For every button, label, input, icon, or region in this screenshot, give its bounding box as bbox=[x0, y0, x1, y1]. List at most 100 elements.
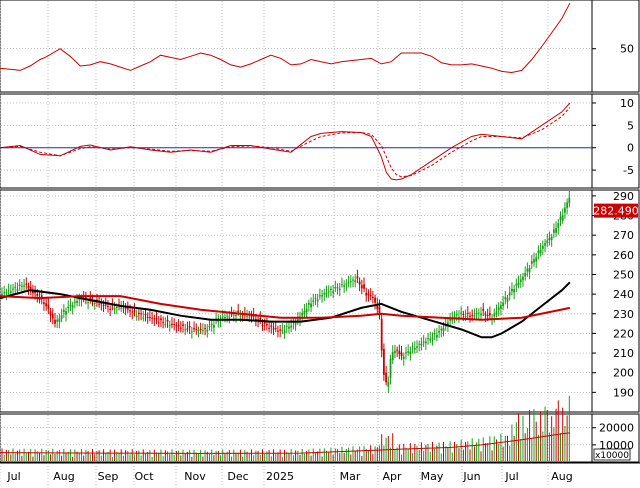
candle-body bbox=[228, 316, 231, 318]
panel-price: 190200210220230240250260270280290282.490 bbox=[0, 189, 640, 413]
candle-body bbox=[424, 341, 427, 344]
candle-body bbox=[285, 325, 288, 327]
candle-body bbox=[67, 306, 70, 309]
x-tick-label: Jun bbox=[462, 470, 480, 483]
candle-body bbox=[206, 329, 209, 332]
y-tick-label: 200 bbox=[613, 367, 634, 380]
candle-body bbox=[338, 288, 341, 291]
y-tick-label: 190 bbox=[613, 386, 634, 399]
candle-body bbox=[168, 325, 171, 327]
candle-body bbox=[360, 285, 363, 289]
candle-body bbox=[115, 306, 118, 308]
y-tick-label: 5 bbox=[627, 119, 634, 132]
candle-body bbox=[261, 325, 264, 327]
moving-average-short bbox=[0, 281, 571, 339]
candle-body bbox=[356, 276, 359, 279]
candle-body bbox=[413, 347, 416, 350]
candle-body bbox=[438, 330, 440, 333]
candle-body bbox=[471, 314, 474, 316]
candle-body bbox=[18, 284, 21, 286]
candle-body bbox=[65, 311, 67, 315]
candle-body bbox=[133, 309, 136, 312]
candle-body bbox=[398, 350, 401, 355]
candle-body bbox=[318, 295, 321, 297]
candle-body bbox=[93, 303, 96, 305]
candle-body bbox=[564, 207, 566, 213]
candle-body bbox=[232, 314, 235, 316]
candle-body bbox=[400, 352, 403, 356]
x-tick-label: May bbox=[421, 470, 444, 483]
panel-momentum: 50 bbox=[0, 0, 640, 93]
candle-body bbox=[369, 294, 372, 297]
candle-body bbox=[84, 297, 87, 299]
x-tick-label: Dec bbox=[227, 470, 248, 483]
candle-body bbox=[548, 237, 551, 241]
candle-body bbox=[294, 322, 297, 325]
candle-body bbox=[226, 315, 229, 317]
candle-body bbox=[546, 240, 549, 244]
volume-average-line bbox=[0, 432, 570, 454]
candle-body bbox=[16, 289, 19, 292]
candle-body bbox=[20, 285, 23, 287]
candle-body bbox=[405, 352, 407, 354]
candle-body bbox=[544, 243, 546, 246]
candle-body bbox=[54, 319, 56, 324]
candle-body bbox=[129, 310, 131, 312]
candle-body bbox=[100, 303, 103, 305]
candle-body bbox=[208, 325, 211, 328]
candle-body bbox=[363, 284, 365, 289]
candle-body bbox=[330, 288, 332, 290]
candle-body bbox=[281, 329, 284, 331]
candle-body bbox=[60, 315, 63, 319]
candle-body bbox=[5, 292, 8, 294]
candle-body bbox=[109, 308, 112, 310]
candle-body bbox=[515, 283, 518, 286]
candle-body bbox=[45, 303, 48, 307]
x-tick-label: Jul bbox=[504, 470, 518, 483]
candle-body bbox=[171, 323, 173, 325]
candle-body bbox=[290, 325, 293, 328]
candle-body bbox=[484, 314, 487, 316]
candle-body bbox=[493, 313, 496, 317]
candle-body bbox=[541, 245, 544, 249]
candle-body bbox=[488, 313, 491, 316]
candle-body bbox=[486, 314, 489, 316]
candle-body bbox=[140, 313, 142, 315]
candle-body bbox=[440, 328, 443, 331]
panel-frame bbox=[0, 189, 640, 413]
candle-body bbox=[151, 317, 154, 319]
candle-body bbox=[559, 216, 562, 220]
candle-body bbox=[447, 322, 449, 326]
candle-body bbox=[9, 291, 12, 293]
candle-body bbox=[58, 318, 61, 322]
candle-body bbox=[56, 319, 59, 322]
candle-body bbox=[135, 315, 138, 317]
candle-body bbox=[469, 315, 471, 317]
candle-body bbox=[80, 299, 83, 301]
candle-body bbox=[270, 325, 273, 327]
candle-body bbox=[102, 304, 105, 306]
candle-body bbox=[69, 304, 72, 307]
candle-body bbox=[73, 301, 76, 303]
candle-body bbox=[466, 312, 469, 314]
candle-body bbox=[157, 322, 160, 324]
candle-body bbox=[259, 318, 262, 321]
candle-body bbox=[182, 324, 184, 326]
x-tick-label: Sep bbox=[98, 470, 119, 483]
candle-body bbox=[310, 303, 312, 308]
candle-body bbox=[221, 316, 224, 318]
candle-body bbox=[62, 309, 65, 312]
candle-body bbox=[78, 298, 81, 300]
candle-body bbox=[435, 334, 438, 338]
candle-body bbox=[195, 329, 198, 331]
candle-body bbox=[166, 320, 169, 322]
y-tick-label: 230 bbox=[613, 308, 634, 321]
candle-body bbox=[237, 310, 240, 312]
candle-body bbox=[513, 289, 516, 293]
candle-body bbox=[561, 215, 564, 221]
panel-macd: 10 5 0 -5 bbox=[0, 93, 640, 189]
candle-body bbox=[301, 312, 304, 316]
candle-body bbox=[550, 236, 553, 240]
candle-body bbox=[137, 312, 140, 314]
x-tick-label: 2025 bbox=[266, 470, 294, 483]
